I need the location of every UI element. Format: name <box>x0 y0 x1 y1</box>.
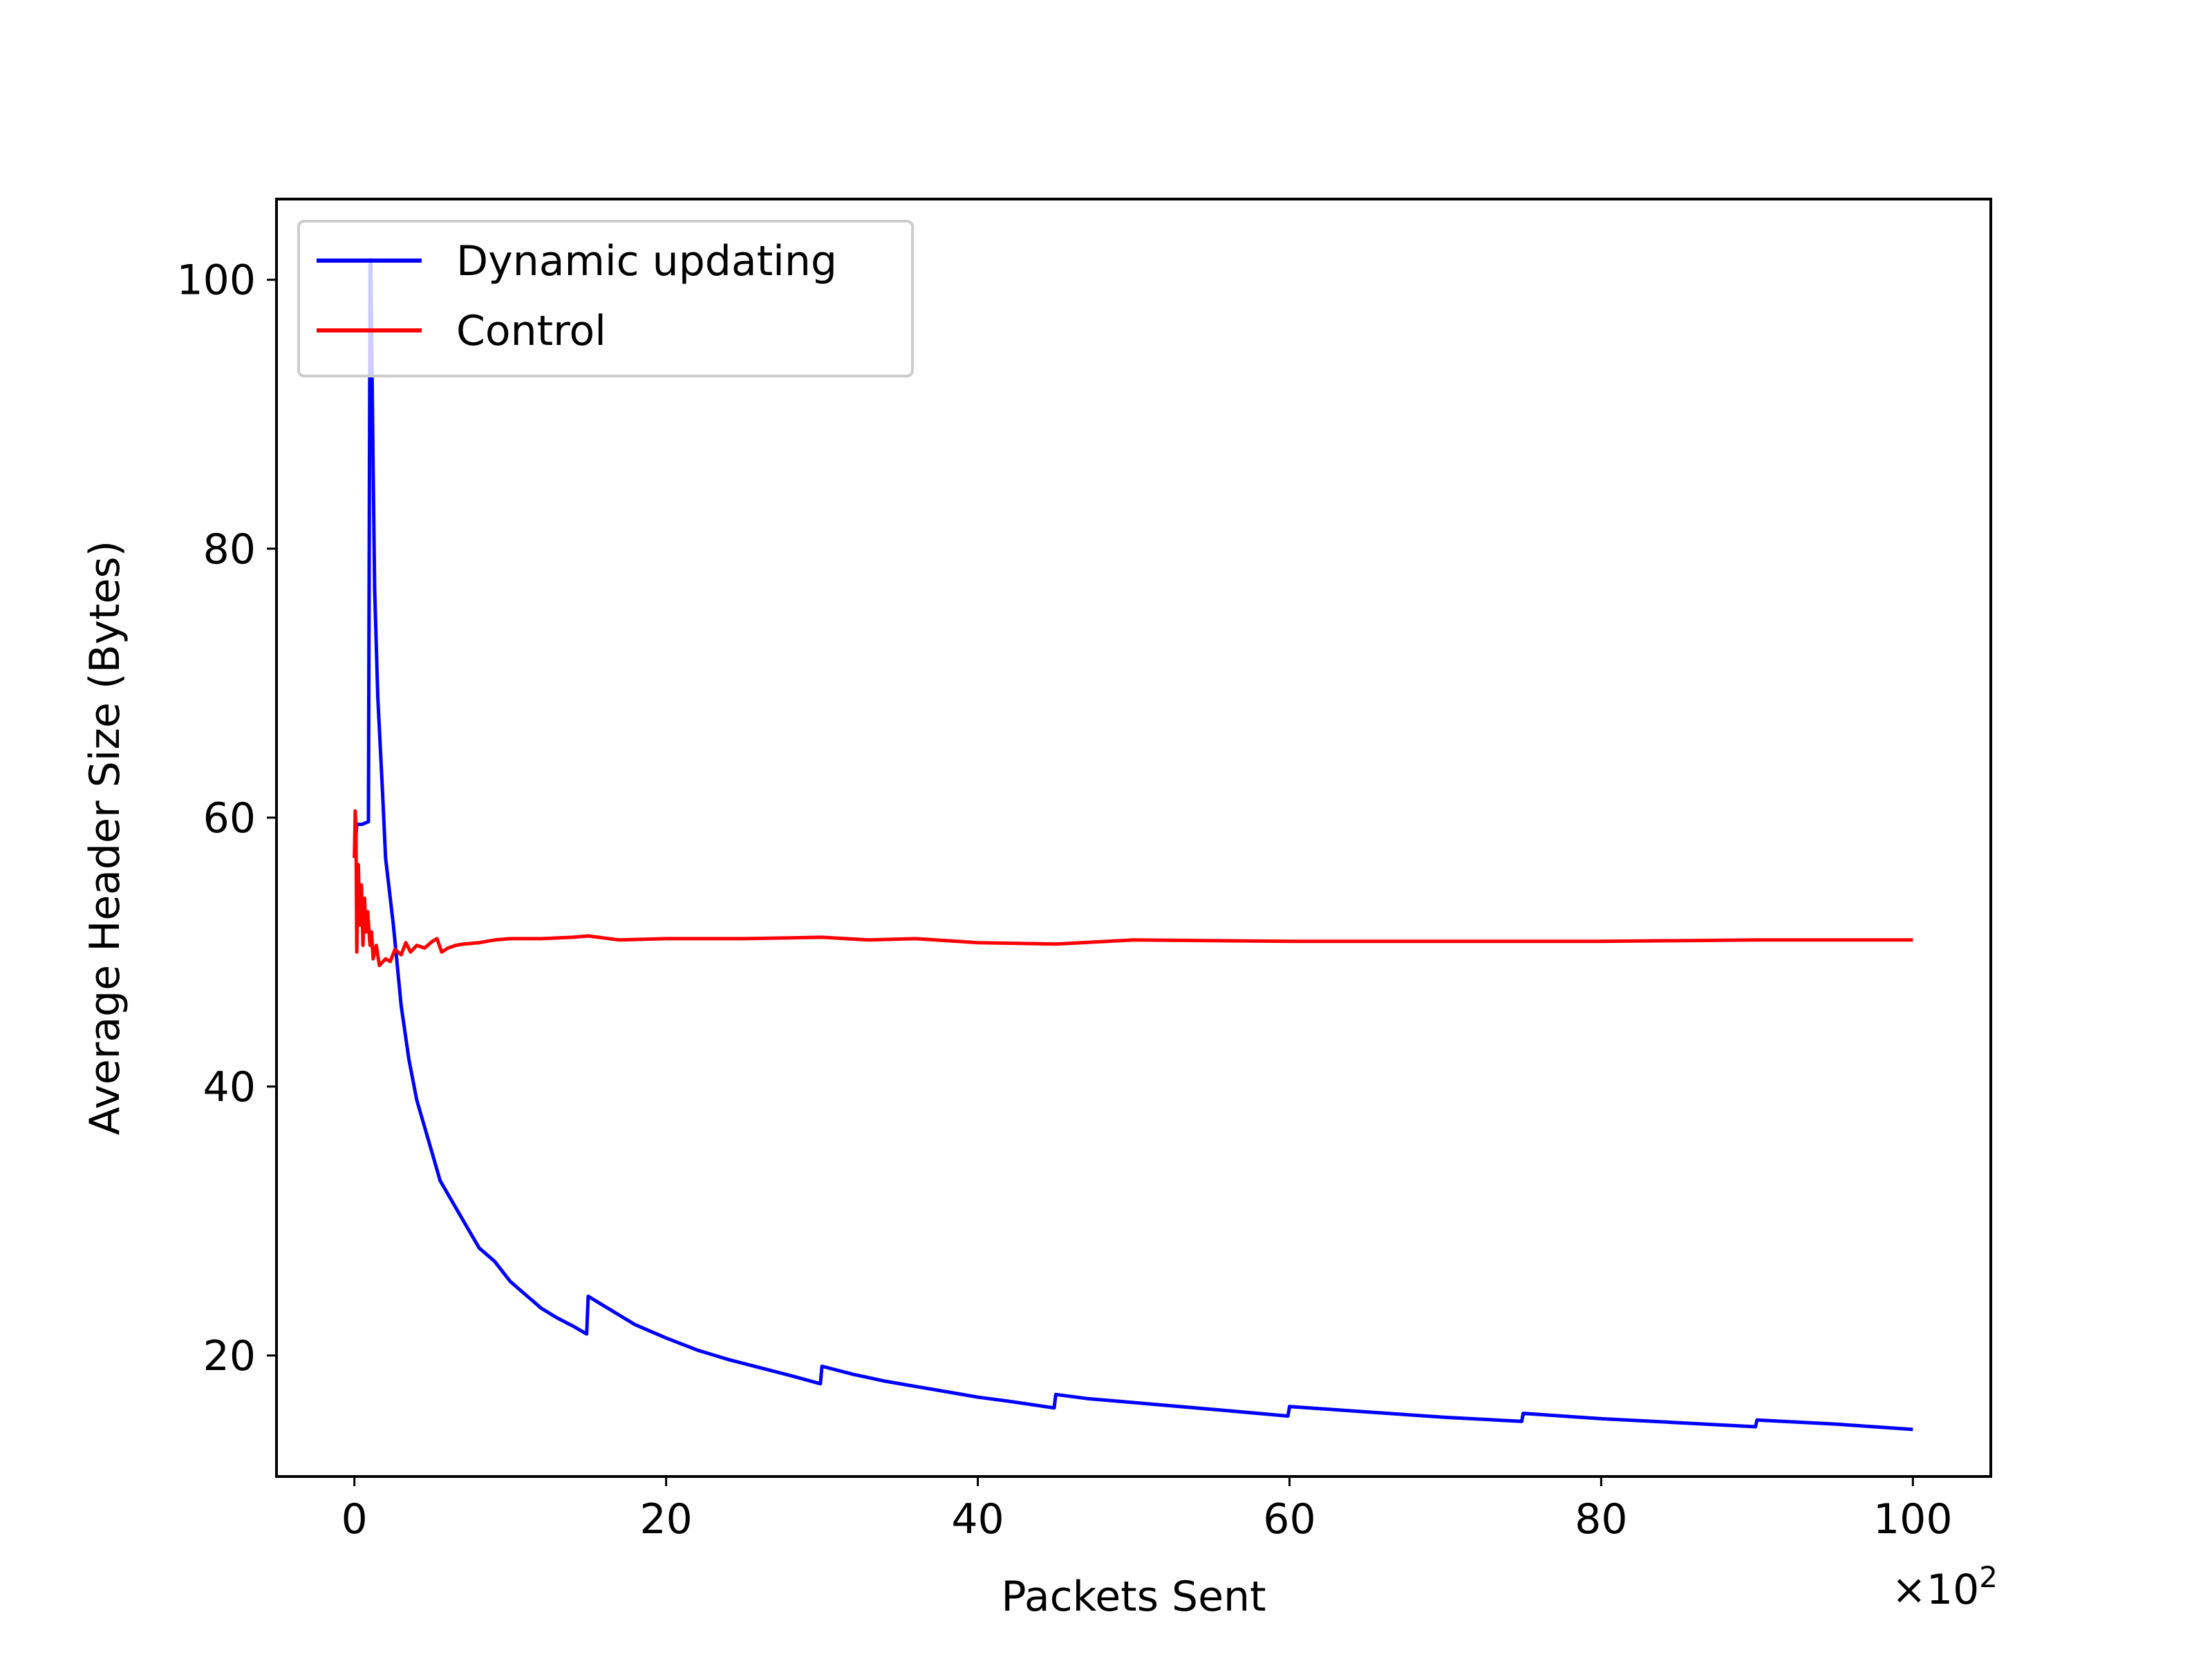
y-tick-label: 60 <box>203 794 256 843</box>
x-axis-label: Packets Sent <box>1001 1573 1266 1621</box>
x-tick-label: 80 <box>1575 1495 1627 1544</box>
legend-label-dynamic-updating: Dynamic updating <box>456 237 837 285</box>
legend-label-control: Control <box>456 307 606 355</box>
series-layer <box>353 258 1913 1432</box>
x-axis-multiplier-exponent: 2 <box>1979 1560 1998 1594</box>
x-tick-label: 20 <box>639 1495 692 1544</box>
y-tick-label: 100 <box>176 256 256 305</box>
y-axis-ticks: 20 40 60 80 100 <box>176 256 276 1380</box>
x-axis-multiplier: ×102 <box>1892 1560 1998 1614</box>
series-line-control <box>353 809 1913 968</box>
y-tick-label: 80 <box>203 525 256 574</box>
legend-box <box>297 220 914 377</box>
x-tick-label: 0 <box>341 1495 368 1544</box>
x-tick-label: 60 <box>1263 1495 1315 1544</box>
x-axis-multiplier-base: ×10 <box>1892 1566 1980 1614</box>
y-tick-label: 20 <box>203 1332 256 1380</box>
series-line-dynamic-updating <box>353 258 1913 1432</box>
x-axis-ticks: 0 20 40 60 80 100 <box>341 1477 1953 1544</box>
y-axis-label: Average Header Size (Bytes) <box>81 541 129 1135</box>
y-tick-label: 40 <box>203 1063 256 1112</box>
x-tick-label: 40 <box>951 1495 1004 1544</box>
x-tick-label: 100 <box>1873 1495 1953 1544</box>
plot-frame <box>275 198 1992 1478</box>
legend: Dynamic updating Control <box>297 220 914 377</box>
